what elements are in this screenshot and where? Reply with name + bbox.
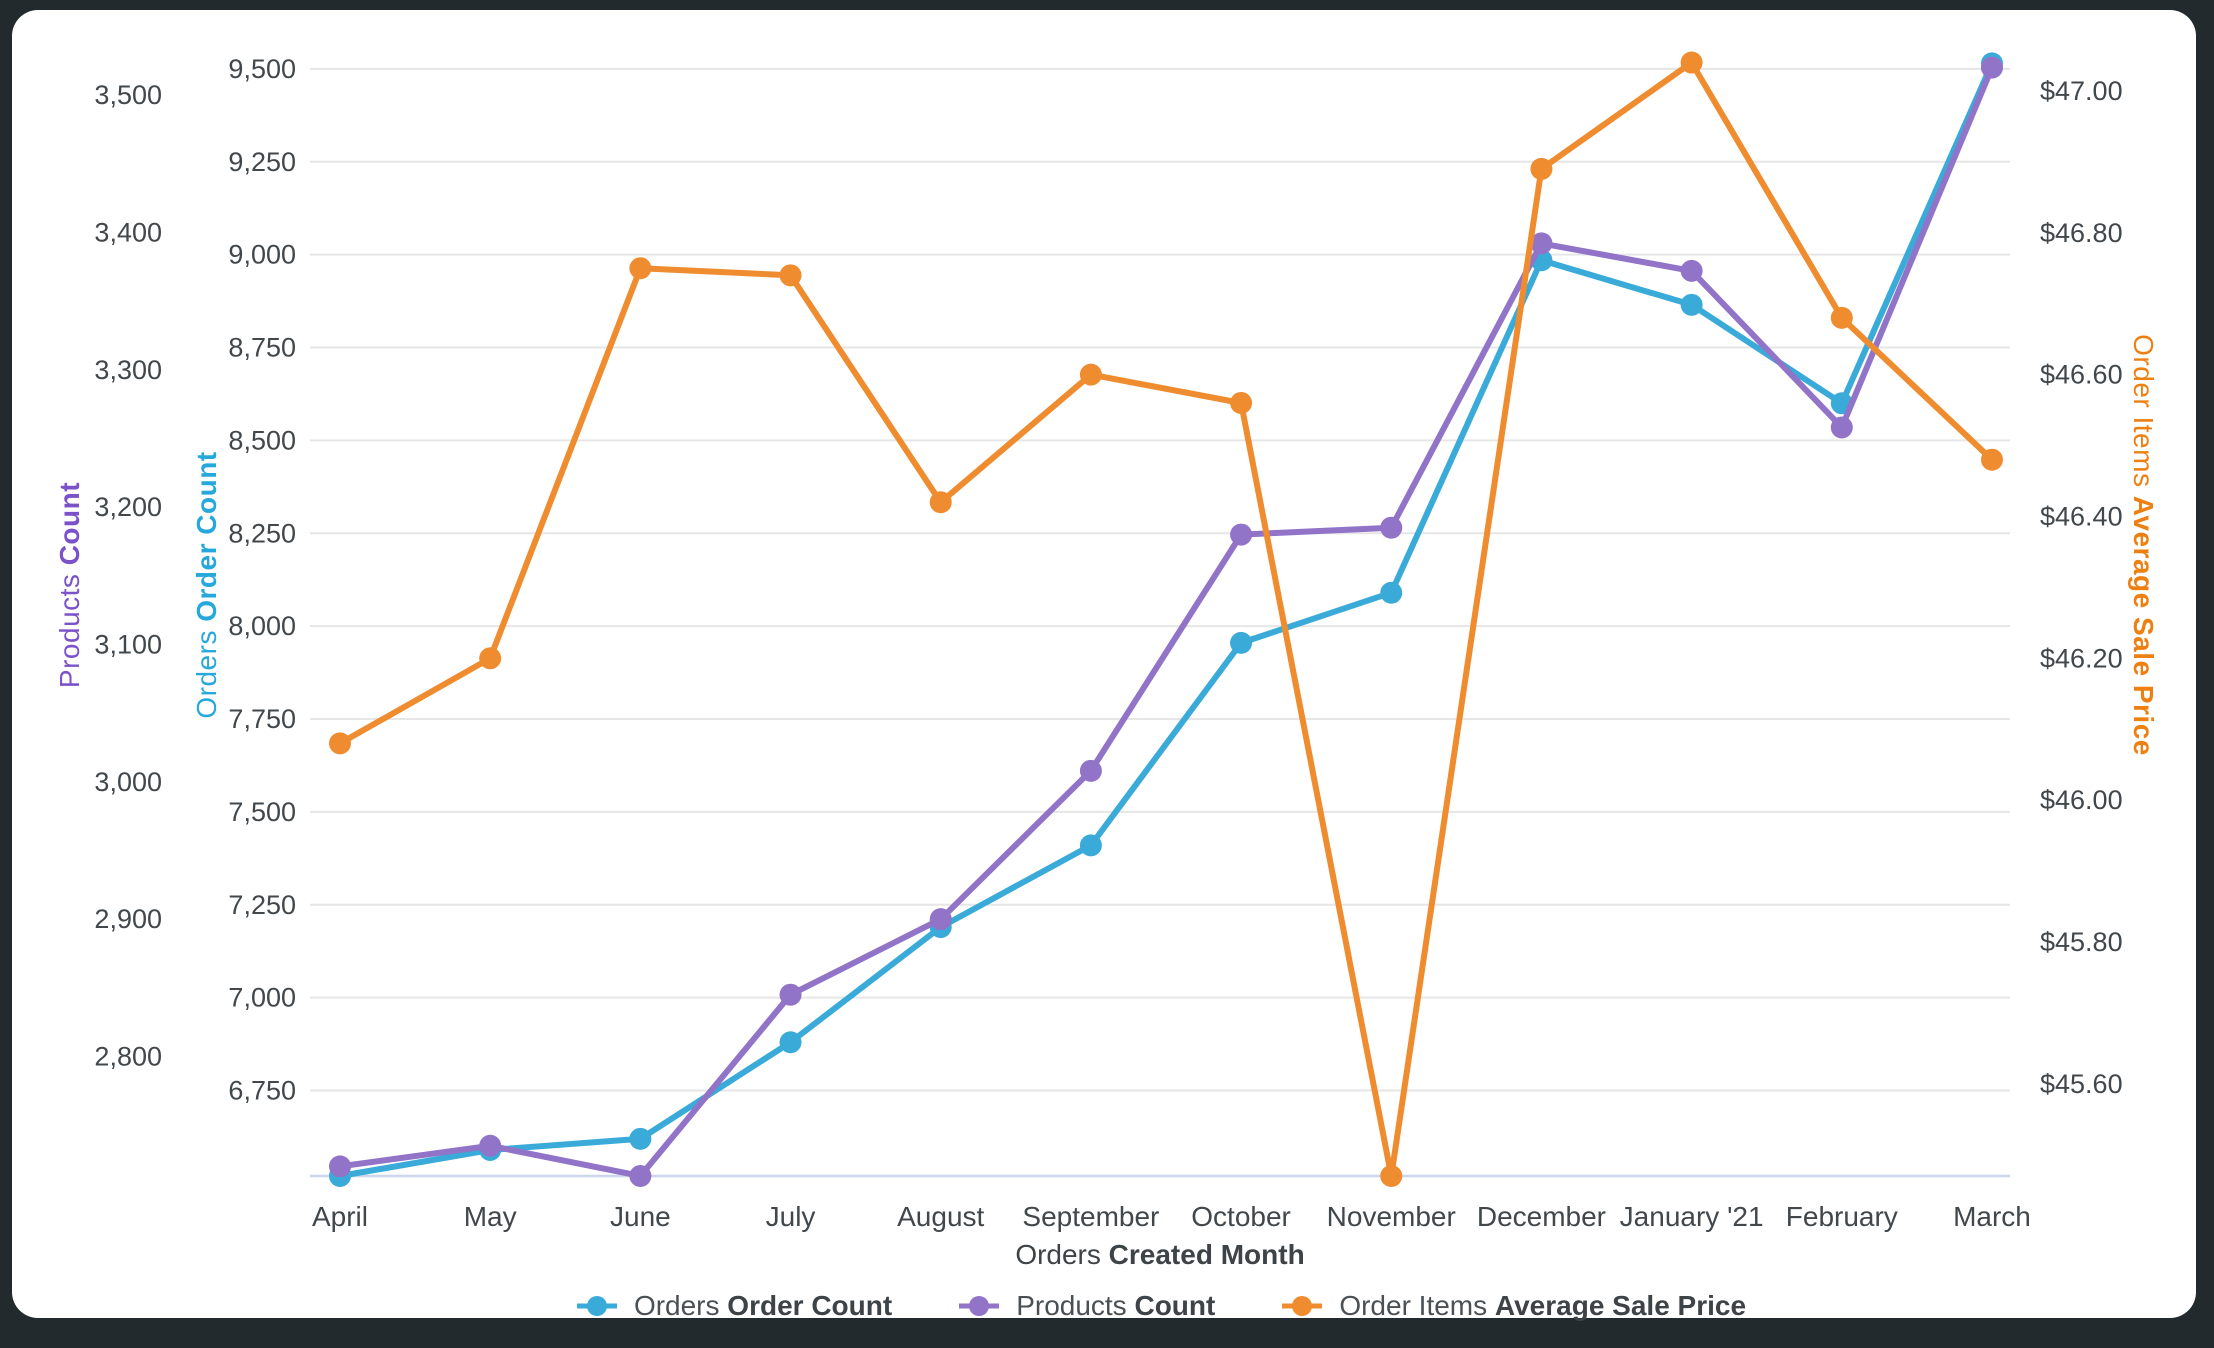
x-axis-month-label: August: [897, 1201, 984, 1232]
legend-item-products-count[interactable]: Products Count: [956, 1290, 1215, 1322]
data-point-count-7[interactable]: [1380, 516, 1403, 539]
orders-axis-tick-label: 7,250: [228, 890, 296, 920]
chart-card: [12, 10, 2196, 1318]
axis-title-view-label: Products: [54, 573, 85, 689]
data-point-average-sale-price-7[interactable]: [1380, 1165, 1403, 1187]
data-point-count-11[interactable]: [1980, 56, 2003, 79]
x-axis-month-label: July: [766, 1201, 816, 1232]
data-point-order-count-5[interactable]: [1079, 834, 1102, 857]
data-point-average-sale-price-2[interactable]: [629, 257, 652, 280]
orders-axis-tick-label: 9,500: [228, 54, 296, 84]
products-axis-tick-label: 3,300: [94, 355, 162, 385]
data-point-count-4[interactable]: [929, 908, 952, 931]
data-point-order-count-3[interactable]: [779, 1031, 802, 1054]
series-line-count: [337, 64, 1995, 1179]
data-point-count-6[interactable]: [1230, 523, 1253, 546]
price-axis-tick-label: $45.60: [2040, 1069, 2123, 1099]
chart-legend: Orders Order Count Products Count Order …: [310, 1282, 2010, 1330]
price-axis-tick-label: $46.40: [2040, 501, 2123, 531]
products-axis-tick-label: 3,200: [94, 492, 162, 522]
axis-title-view-label: Order Items: [2128, 334, 2159, 488]
legend-label: Order Items Average Sale Price: [1339, 1290, 1747, 1321]
data-point-average-sale-price-10[interactable]: [1830, 306, 1853, 329]
orders-axis-tick-label: 9,250: [228, 147, 296, 177]
data-point-average-sale-price-5[interactable]: [1079, 363, 1102, 386]
orders-axis-tick-label: 9,000: [228, 240, 296, 270]
axis-title-measure-label: Count: [54, 481, 85, 566]
x-axis-month-label: October: [1191, 1201, 1291, 1232]
data-point-order-count-2[interactable]: [629, 1127, 652, 1150]
x-axis-month-label: November: [1327, 1201, 1456, 1232]
average-sale-price-axis-title: Order Items Average Sale Price: [2127, 334, 2159, 756]
axis-title-view-label: Orders: [191, 630, 222, 719]
orders-axis-tick-label: 7,750: [228, 704, 296, 734]
orders-axis-tick-label: 6,750: [228, 1076, 296, 1106]
orders-axis-tick-label: 8,750: [228, 333, 296, 363]
price-axis-tick-label: $46.60: [2040, 360, 2123, 390]
data-point-order-count-6[interactable]: [1230, 631, 1253, 654]
series-line-average-sale-price: [337, 59, 1995, 1179]
legend-marker-line-dot-icon: [576, 1296, 617, 1316]
price-axis-tick-label: $47.00: [2040, 76, 2123, 106]
data-point-count-0[interactable]: [329, 1155, 351, 1178]
price-axis-tick-label: $46.80: [2040, 218, 2123, 248]
products-axis-tick-label: 2,800: [94, 1042, 162, 1072]
data-point-count-1[interactable]: [479, 1134, 502, 1157]
x-axis-month-label: May: [464, 1201, 517, 1232]
price-axis-tick-label: $46.20: [2040, 643, 2123, 673]
axis-title-measure-label: Order Count: [191, 451, 222, 622]
products-count-axis-title: Products Count: [54, 482, 86, 688]
x-axis-month-label: June: [610, 1201, 671, 1232]
products-axis-tick-label: 3,000: [94, 767, 162, 797]
data-point-count-8[interactable]: [1530, 232, 1553, 255]
x-axis-title: Orders Created Month: [1015, 1239, 1304, 1270]
data-point-order-count-9[interactable]: [1680, 293, 1703, 316]
legend-marker-line-dot-icon: [959, 1296, 1000, 1316]
price-axis-tick-label: $45.80: [2040, 927, 2123, 957]
x-axis-month-label: January '21: [1620, 1201, 1764, 1232]
data-point-average-sale-price-9[interactable]: [1680, 51, 1703, 74]
price-axis-tick-label: $46.00: [2040, 785, 2123, 815]
data-point-average-sale-price-6[interactable]: [1230, 391, 1253, 414]
products-axis-tick-label: 2,900: [94, 904, 162, 934]
legend-item-order-items-average-sale-price[interactable]: Order Items Average Sale Price: [1279, 1290, 1746, 1322]
orders-axis-tick-label: 8,250: [228, 518, 296, 548]
data-point-count-9[interactable]: [1680, 259, 1703, 282]
series-line-order-count: [337, 60, 1995, 1179]
data-point-count-10[interactable]: [1830, 416, 1853, 439]
x-axis-month-label: December: [1477, 1201, 1606, 1232]
data-point-average-sale-price-0[interactable]: [329, 732, 351, 755]
products-axis-tick-label: 3,400: [94, 217, 162, 247]
orders-axis-tick-label: 7,500: [228, 797, 296, 827]
legend-item-orders-order-count[interactable]: Orders Order Count: [574, 1290, 892, 1322]
orders-order-count-axis-title: Orders Order Count: [191, 451, 223, 718]
orders-axis-tick-label: 7,000: [228, 983, 296, 1013]
data-point-average-sale-price-11[interactable]: [1980, 448, 2003, 471]
legend-label: Orders Order Count: [633, 1290, 893, 1321]
products-axis-tick-label: 3,100: [94, 629, 162, 659]
data-point-order-count-7[interactable]: [1380, 581, 1403, 604]
x-axis-month-label: March: [1953, 1201, 2031, 1232]
data-point-average-sale-price-1[interactable]: [479, 647, 502, 670]
data-point-count-3[interactable]: [779, 983, 802, 1006]
legend-label: Products Count: [1016, 1290, 1216, 1321]
orders-axis-tick-label: 8,000: [228, 611, 296, 641]
x-axis-month-label: April: [312, 1201, 368, 1232]
x-axis-month-label: September: [1022, 1201, 1159, 1232]
orders-axis-tick-label: 8,500: [228, 425, 296, 455]
data-point-count-2[interactable]: [629, 1165, 652, 1187]
data-point-average-sale-price-3[interactable]: [779, 264, 802, 287]
data-point-count-5[interactable]: [1079, 759, 1102, 782]
data-point-average-sale-price-4[interactable]: [929, 491, 952, 514]
data-point-average-sale-price-8[interactable]: [1530, 157, 1553, 180]
x-axis-month-label: February: [1786, 1201, 1898, 1232]
axis-title-measure-label: Average Sale Price: [2128, 495, 2159, 756]
legend-marker-line-dot-icon: [1282, 1296, 1323, 1316]
products-axis-tick-label: 3,500: [94, 80, 162, 110]
